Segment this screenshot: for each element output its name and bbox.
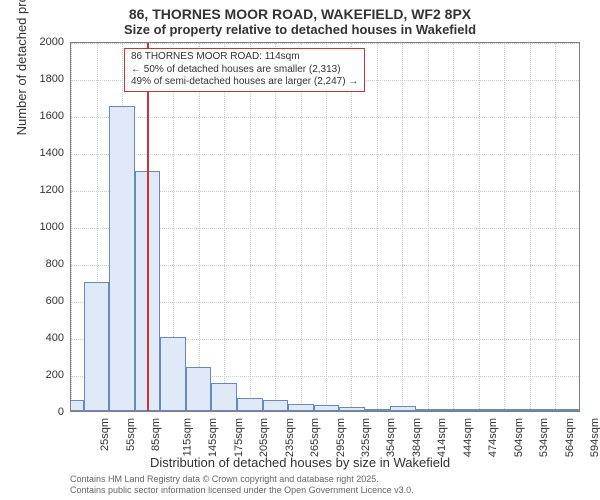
footnote: Contains HM Land Registry data © Crown c…	[70, 474, 414, 496]
plot-wrap: 0200400600800100012001400160018002000 25…	[70, 42, 580, 412]
histogram-bar	[467, 409, 493, 411]
histogram-bar	[569, 409, 580, 411]
reference-annotation: 86 THORNES MOOR ROAD: 114sqm ← 50% of de…	[124, 48, 365, 92]
x-tick-label: 444sqm	[462, 418, 474, 457]
grid-line-v	[326, 43, 327, 411]
grid-line-v	[479, 43, 480, 411]
y-tick-label: 2000	[24, 36, 64, 48]
annotation-line-2: ← 50% of detached houses are smaller (2,…	[131, 64, 358, 77]
x-tick-label: 504sqm	[513, 418, 525, 457]
histogram-bar	[288, 404, 314, 411]
histogram-bar	[237, 398, 263, 411]
grid-line-v	[428, 43, 429, 411]
histogram-bar	[544, 409, 570, 411]
histogram-bar	[314, 405, 340, 411]
grid-line-v	[377, 43, 378, 411]
y-tick-label: 1800	[24, 73, 64, 85]
histogram-bar	[186, 367, 212, 411]
x-axis-label: Distribution of detached houses by size …	[0, 455, 600, 470]
x-tick-label: 145sqm	[207, 418, 219, 457]
histogram-bar	[365, 409, 391, 411]
x-tick-label: 235sqm	[284, 418, 296, 457]
y-tick-label: 200	[24, 369, 64, 381]
reference-line	[147, 43, 149, 411]
x-tick-label: 85sqm	[150, 418, 162, 451]
grid-line-v	[555, 43, 556, 411]
x-tick-label: 175sqm	[233, 418, 245, 457]
x-tick-label: 295sqm	[335, 418, 347, 457]
x-tick-label: 534sqm	[539, 418, 551, 457]
histogram-bar	[263, 400, 289, 411]
histogram-bar	[441, 409, 467, 411]
histogram-bar	[390, 406, 416, 411]
grid-line-v	[402, 43, 403, 411]
grid-line-v	[250, 43, 251, 411]
y-tick-label: 1600	[24, 110, 64, 122]
x-tick-label: 325sqm	[361, 418, 373, 457]
y-tick-label: 1400	[24, 147, 64, 159]
x-tick-label: 474sqm	[487, 418, 499, 457]
grid-line-v	[530, 43, 531, 411]
histogram-bar	[416, 409, 442, 411]
chart-title: 86, THORNES MOOR ROAD, WAKEFIELD, WF2 8P…	[0, 0, 600, 22]
grid-line-v	[224, 43, 225, 411]
histogram-bar	[160, 337, 186, 411]
chart-subtitle: Size of property relative to detached ho…	[0, 22, 600, 37]
x-tick-label: 55sqm	[125, 418, 137, 451]
x-tick-label: 115sqm	[181, 418, 193, 456]
histogram-bar	[211, 383, 237, 411]
grid-line-v	[453, 43, 454, 411]
histogram-bar	[109, 106, 135, 411]
y-tick-label: 600	[24, 295, 64, 307]
grid-line-v	[71, 43, 72, 411]
annotation-line-1: 86 THORNES MOOR ROAD: 114sqm	[131, 51, 358, 64]
y-tick-label: 1200	[24, 184, 64, 196]
footnote-line-1: Contains HM Land Registry data © Crown c…	[70, 474, 414, 485]
y-tick-label: 0	[24, 406, 64, 418]
histogram-bar	[518, 409, 544, 411]
grid-line-v	[199, 43, 200, 411]
x-tick-label: 594sqm	[590, 418, 600, 457]
y-tick-label: 400	[24, 332, 64, 344]
histogram-bar	[70, 400, 84, 411]
histogram-bar	[84, 282, 110, 412]
x-tick-label: 354sqm	[385, 418, 397, 457]
x-tick-label: 414sqm	[436, 418, 448, 457]
x-tick-label: 564sqm	[564, 418, 576, 457]
x-tick-label: 25sqm	[99, 418, 111, 451]
histogram-bar	[492, 409, 518, 411]
y-tick-label: 1000	[24, 221, 64, 233]
grid-line-v	[351, 43, 352, 411]
grid-line-v	[275, 43, 276, 411]
grid-line-v	[504, 43, 505, 411]
histogram-bar	[339, 407, 365, 411]
footnote-line-2: Contains public sector information licen…	[70, 485, 414, 496]
y-tick-label: 800	[24, 258, 64, 270]
chart-container: 86, THORNES MOOR ROAD, WAKEFIELD, WF2 8P…	[0, 0, 600, 500]
plot-area	[70, 42, 580, 412]
grid-line-v	[301, 43, 302, 411]
x-tick-label: 384sqm	[411, 418, 423, 457]
x-tick-label: 205sqm	[258, 418, 270, 457]
x-tick-label: 265sqm	[309, 418, 321, 457]
annotation-line-3: 49% of semi-detached houses are larger (…	[131, 76, 358, 89]
